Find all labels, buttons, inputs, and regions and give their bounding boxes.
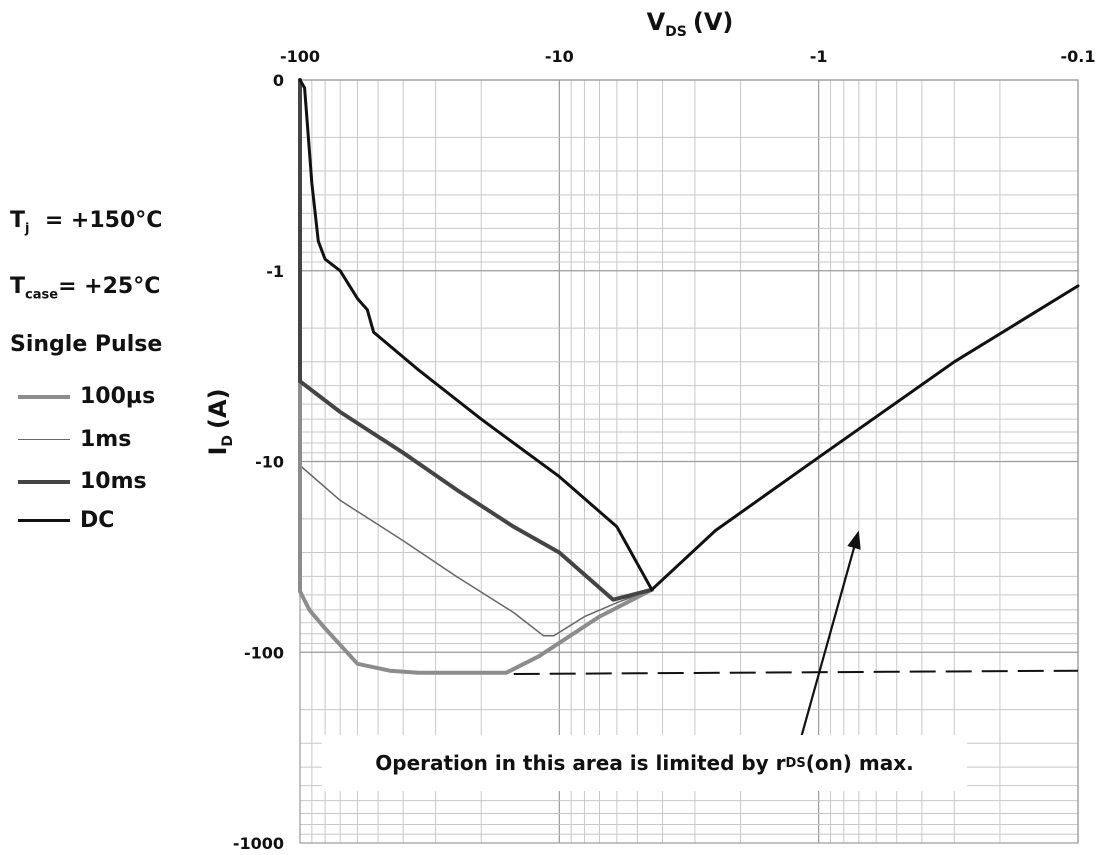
legend-label-dc: DC [80, 508, 115, 533]
plot-grid [300, 79, 1079, 843]
legend-label-1ms: 1ms [80, 427, 132, 452]
legend-item-1ms: 1ms [18, 427, 131, 452]
legend-label-100us: 100µs [80, 384, 156, 409]
series-line-1ms [299, 79, 653, 637]
series-line-10ms [298, 78, 654, 602]
tcase-condition: Tcase= +25°C [10, 274, 161, 303]
tj-condition: Tj = +150°C [10, 208, 163, 237]
legend-swatch-dc [18, 519, 70, 522]
rds-limit-annotation: Operation in this area is limited by r DS… [322, 735, 967, 791]
rds-limit-dashed-line [513, 669, 1079, 675]
y-tick-label: 0 [273, 71, 284, 90]
series-layer [298, 78, 1080, 675]
y-tick-label: -100 [244, 643, 284, 662]
y-axis-title: ID(A) [204, 388, 236, 455]
legend-item-10ms: 10ms [18, 469, 147, 494]
tick-labels: -100 -10 -1 -0.1 0 -1 -10 -100 -1000 [233, 47, 1096, 853]
series-line-dc [298, 78, 1080, 592]
legend-label-10ms: 10ms [80, 469, 147, 494]
y-tick-label: -1000 [233, 834, 284, 853]
y-tick-label: -10 [255, 453, 284, 472]
pulse-condition: Single Pulse [10, 332, 163, 357]
arrow-head-icon [847, 530, 861, 550]
x-tick-label: -10 [545, 47, 574, 66]
y-tick-label: -1 [266, 262, 284, 281]
legend-item-100us: 100µs [18, 384, 155, 409]
x-axis-title: VDS (V) [647, 8, 734, 40]
legend-swatch-100us [18, 394, 70, 399]
x-tick-label: -0.1 [1061, 47, 1096, 66]
legend-item-dc: DC [18, 508, 114, 533]
legend-swatch-10ms [18, 479, 70, 484]
x-tick-label: -100 [280, 47, 320, 66]
series-line-100us [298, 78, 654, 675]
x-tick-label: -1 [810, 47, 828, 66]
legend-swatch-1ms [18, 439, 70, 440]
